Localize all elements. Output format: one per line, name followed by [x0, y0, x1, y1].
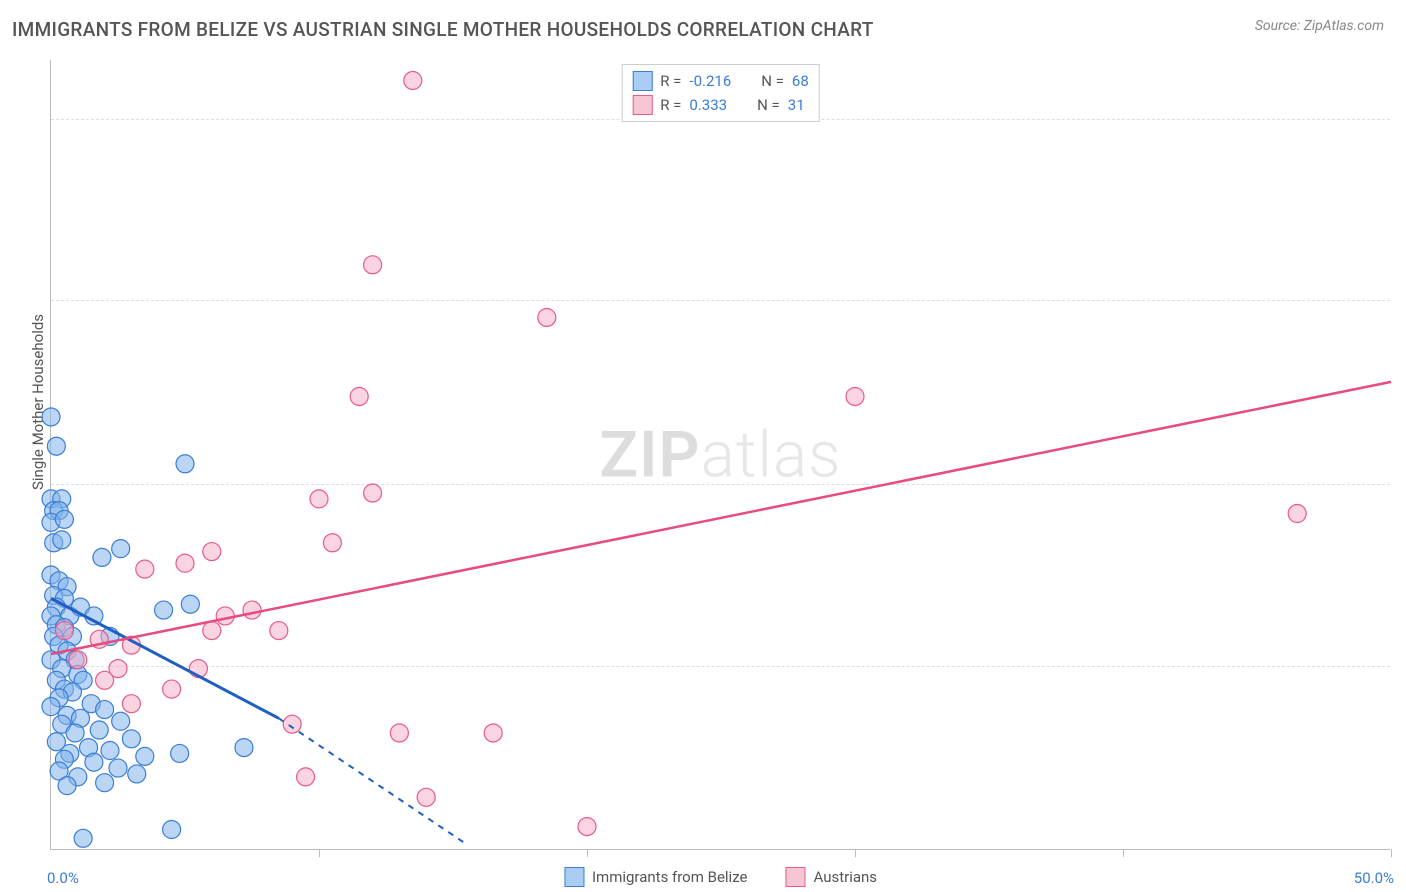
austrians-point [297, 768, 315, 786]
y-axis-tick-label: 18.8% [1394, 291, 1406, 309]
austrians-point [122, 695, 140, 713]
austrians-point [109, 660, 127, 678]
belize-point [128, 765, 146, 783]
austrians-point [538, 308, 556, 326]
austrians-point [350, 387, 368, 405]
belize-point [66, 724, 84, 742]
chart-title: IMMIGRANTS FROM BELIZE VS AUSTRIAN SINGL… [12, 18, 874, 41]
source-prefix: Source: [1255, 18, 1304, 34]
austrians-point [484, 724, 502, 742]
belize-point [112, 712, 130, 730]
y-axis-tick-label: 25.0% [1394, 110, 1406, 128]
austrians-point [846, 387, 864, 405]
legend-bottom-item: Austrians [785, 867, 877, 887]
belize-point [42, 698, 60, 716]
belize-point [235, 739, 253, 757]
austrians-point [404, 71, 422, 89]
austrians-point [69, 651, 87, 669]
legend-swatch [632, 95, 652, 115]
legend-r-label: R = [660, 72, 681, 90]
austrians-point [364, 256, 382, 274]
x-axis-tick [1123, 849, 1124, 857]
belize-point [47, 437, 65, 455]
austrians-point [310, 490, 328, 508]
legend-r-value: 0.333 [689, 96, 727, 114]
x-axis-tick [855, 849, 856, 857]
belize-point [93, 548, 111, 566]
belize-point [181, 595, 199, 613]
legend-swatch [564, 867, 584, 887]
x-axis-min-label: 0.0% [47, 869, 79, 887]
x-axis-tick [1391, 849, 1392, 857]
austrians-point [203, 622, 221, 640]
source-attribution: Source: ZipAtlas.com [1255, 18, 1384, 34]
austrians-point [417, 788, 435, 806]
belize-point [171, 744, 189, 762]
belize-point [96, 774, 114, 792]
legend-n-label: N = [761, 72, 784, 90]
belize-point [136, 747, 154, 765]
belize-point [176, 455, 194, 473]
source-name: ZipAtlas.com [1304, 18, 1384, 34]
austrians-point [364, 484, 382, 502]
legend-swatch [785, 867, 805, 887]
austrians-point [243, 601, 261, 619]
belize-point [112, 540, 130, 558]
legend-n-label: N = [757, 96, 780, 114]
belize-point [101, 742, 119, 760]
legend-n-value: 68 [792, 72, 809, 90]
belize-point [58, 777, 76, 795]
austrians-point [216, 607, 234, 625]
austrians-point [176, 554, 194, 572]
belize-point [155, 601, 173, 619]
belize-point [122, 730, 140, 748]
legend-series-label: Austrians [813, 868, 877, 886]
x-axis-tick [319, 849, 320, 857]
legend-r-value: -0.216 [689, 72, 731, 90]
legend-top: R = -0.216 N = 68 R = 0.333 N = 31 [621, 64, 820, 122]
legend-bottom-item: Immigrants from Belize [564, 867, 748, 887]
austrians-point [323, 534, 341, 552]
y-axis-title: Single Mother Households [29, 314, 47, 490]
legend-series-label: Immigrants from Belize [592, 868, 748, 886]
legend-swatch [632, 71, 652, 91]
legend-r-label: R = [660, 96, 681, 114]
belize-point [96, 701, 114, 719]
belize-point [90, 721, 108, 739]
legend-top-row: R = 0.333 N = 31 [632, 93, 809, 117]
y-axis-tick-label: 6.3% [1394, 657, 1406, 675]
belize-point [85, 753, 103, 771]
belize-point [42, 408, 60, 426]
austrians-point [270, 622, 288, 640]
chart-container: Single Mother Households 6.3%12.5%18.8%2… [50, 60, 1390, 850]
austrians-point [163, 680, 181, 698]
austrians-trendline [51, 382, 1391, 654]
austrians-point [203, 543, 221, 561]
belize-point [55, 510, 73, 528]
austrians-point [283, 715, 301, 733]
austrians-point [55, 622, 73, 640]
y-axis-tick-label: 12.5% [1394, 475, 1406, 493]
plot-svg [51, 60, 1390, 849]
legend-n-value: 31 [788, 96, 805, 114]
belize-point [163, 821, 181, 839]
austrians-point [136, 560, 154, 578]
austrians-point [1288, 505, 1306, 523]
austrians-point [390, 724, 408, 742]
legend-top-row: R = -0.216 N = 68 [632, 69, 809, 93]
belize-point [53, 531, 71, 549]
x-axis-tick [587, 849, 588, 857]
austrians-point [578, 818, 596, 836]
belize-point [109, 759, 127, 777]
plot-area: Single Mother Households 6.3%12.5%18.8%2… [50, 60, 1390, 850]
x-axis-max-label: 50.0% [1354, 869, 1394, 887]
belize-point [74, 829, 92, 847]
legend-bottom: Immigrants from Belize Austrians [564, 867, 877, 887]
